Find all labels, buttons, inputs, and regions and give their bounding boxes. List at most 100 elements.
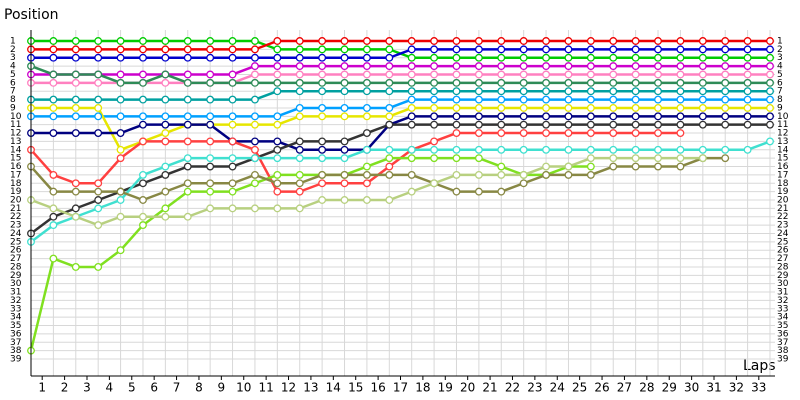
series-line: [30, 140, 771, 243]
position-marker: [452, 70, 461, 79]
y-tick-label-right: 5: [777, 70, 783, 80]
position-marker: [430, 70, 439, 79]
position-marker: [161, 129, 170, 138]
position-marker: [295, 204, 304, 213]
position-marker: [698, 37, 707, 45]
position-marker: [250, 45, 259, 54]
position-marker: [654, 120, 662, 129]
position-marker: [94, 129, 103, 138]
position-marker: [71, 179, 80, 188]
position-marker: [542, 62, 551, 71]
position-marker: [474, 53, 483, 62]
position-marker: [161, 37, 170, 45]
position-marker: [430, 103, 439, 112]
position-marker: [698, 120, 707, 129]
position-marker: [362, 37, 371, 45]
y-tick-label: 19: [10, 187, 22, 197]
position-marker: [698, 53, 707, 62]
position-marker: [497, 145, 506, 154]
position-marker: [452, 62, 461, 71]
position-marker: [206, 112, 215, 121]
position-marker: [183, 162, 192, 171]
y-tick-label-right: 39: [777, 355, 789, 365]
position-marker: [206, 204, 215, 213]
position-marker: [743, 70, 752, 79]
position-marker: [295, 103, 304, 112]
position-marker: [519, 179, 528, 188]
position-marker: [94, 53, 103, 62]
position-marker: [139, 78, 147, 87]
position-marker: [631, 162, 640, 171]
position-marker: [519, 103, 528, 112]
position-marker: [564, 145, 573, 154]
position-marker: [71, 45, 80, 54]
position-marker: [49, 70, 58, 79]
position-marker: [743, 120, 752, 129]
y-tick-label: 23: [10, 221, 21, 231]
position-marker: [766, 120, 774, 129]
position-marker: [273, 170, 282, 179]
y-tick-label-right: 6: [777, 78, 783, 88]
position-marker: [139, 120, 147, 129]
y-tick-label-right: 12: [777, 129, 788, 139]
position-marker: [183, 95, 192, 104]
position-marker: [295, 112, 304, 121]
position-marker: [631, 103, 640, 112]
position-marker: [139, 221, 147, 230]
position-marker: [407, 37, 416, 45]
y-tick-label: 10: [10, 112, 22, 122]
position-marker: [273, 45, 282, 54]
position-marker: [49, 112, 58, 121]
position-marker: [654, 129, 662, 138]
position-marker: [430, 53, 439, 62]
position-marker: [497, 87, 506, 96]
position-marker: [116, 145, 125, 154]
position-marker: [228, 137, 237, 146]
position-marker: [676, 37, 685, 45]
position-marker: [273, 145, 282, 154]
y-tick-label: 22: [10, 212, 21, 222]
position-marker: [609, 162, 618, 171]
position-marker: [654, 37, 662, 45]
y-tick-label-right: 33: [777, 304, 788, 314]
x-tick-label: 22: [505, 381, 520, 395]
position-marker: [183, 187, 192, 196]
position-marker: [519, 37, 528, 45]
position-marker: [340, 37, 349, 45]
position-marker: [250, 53, 259, 62]
position-marker: [721, 145, 730, 154]
x-tick-label: 25: [572, 381, 587, 395]
position-marker: [71, 262, 80, 271]
position-marker: [161, 53, 170, 62]
position-marker: [385, 112, 394, 121]
position-marker: [721, 78, 730, 87]
position-marker: [474, 103, 483, 112]
position-marker: [385, 196, 394, 204]
position-marker: [698, 70, 707, 79]
position-marker: [161, 78, 170, 87]
position-marker: [94, 187, 103, 196]
position-marker: [766, 45, 774, 54]
y-tick-label: 30: [10, 279, 22, 289]
position-marker: [586, 170, 595, 179]
position-marker: [564, 129, 573, 138]
position-marker: [94, 179, 103, 188]
position-marker: [295, 187, 304, 196]
position-marker: [385, 162, 394, 171]
position-marker: [609, 120, 618, 129]
position-marker: [676, 78, 685, 87]
position-marker: [721, 87, 730, 96]
position-marker: [542, 45, 551, 54]
y-tick-label-right: 24: [777, 229, 789, 239]
position-marker: [385, 62, 394, 71]
position-marker: [766, 87, 774, 96]
y-tick-label: 38: [10, 346, 22, 356]
position-marker: [362, 103, 371, 112]
position-marker: [564, 162, 573, 171]
position-marker: [542, 70, 551, 79]
x-tick-label: 9: [218, 381, 226, 395]
position-marker: [94, 204, 103, 213]
position-marker: [362, 145, 371, 154]
position-marker: [430, 87, 439, 96]
position-marker: [564, 112, 573, 121]
